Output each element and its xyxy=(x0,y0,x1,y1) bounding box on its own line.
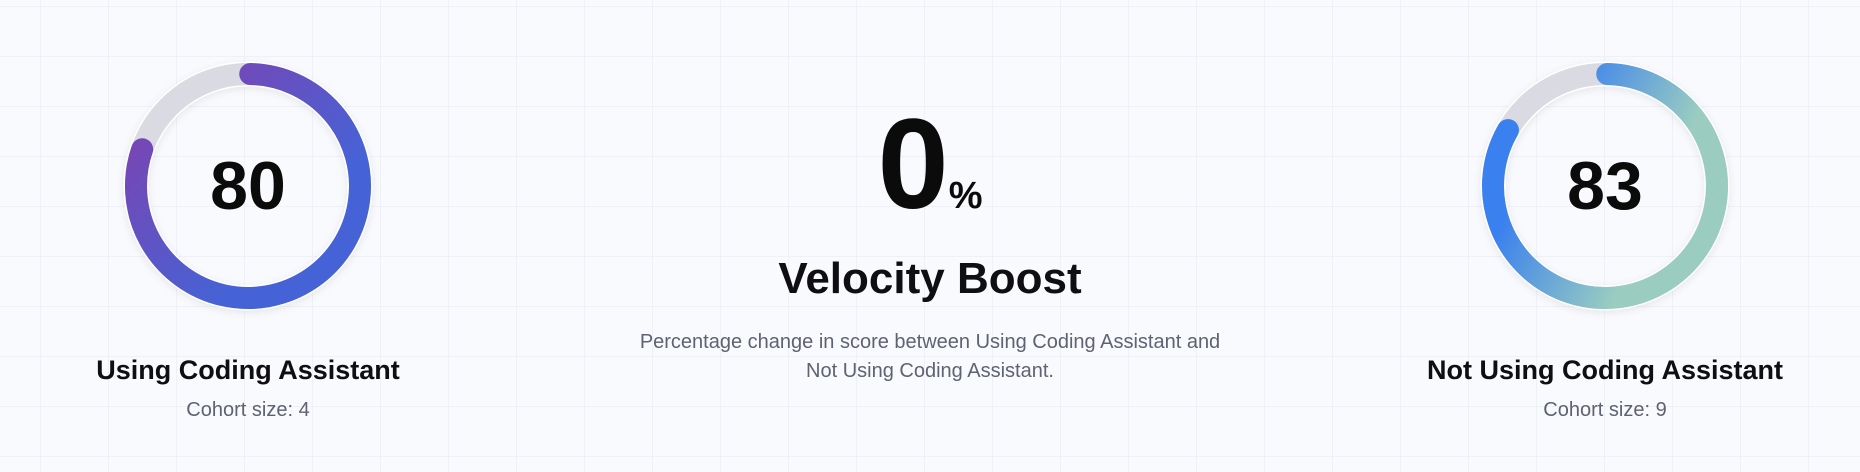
gauge-not-using-assistant: 83 xyxy=(1480,61,1730,311)
velocity-boost-title: Velocity Boost xyxy=(778,254,1082,303)
boost-number: 0 xyxy=(877,93,949,236)
gauge-progress-arc xyxy=(125,63,371,309)
cohort-label-using: Using Coding Assistant xyxy=(96,355,400,385)
gauge-score: 83 xyxy=(1567,148,1643,224)
cohort-label-not-using: Not Using Coding Assistant xyxy=(1427,355,1783,385)
gauge-ring xyxy=(123,61,373,311)
velocity-boost-value: 0% xyxy=(0,100,1860,230)
boost-unit: % xyxy=(948,175,983,217)
cohort-size-using: Cohort size: 4 xyxy=(186,399,310,421)
cohort-size-not-using: Cohort size: 9 xyxy=(1543,399,1667,421)
gauge-progress-arc xyxy=(1482,63,1728,309)
gauge-score: 80 xyxy=(210,148,286,224)
gauge-ring xyxy=(1480,61,1730,311)
gauge-using-assistant: 80 xyxy=(123,61,373,311)
velocity-boost-description: Percentage change in score between Using… xyxy=(639,331,1221,382)
